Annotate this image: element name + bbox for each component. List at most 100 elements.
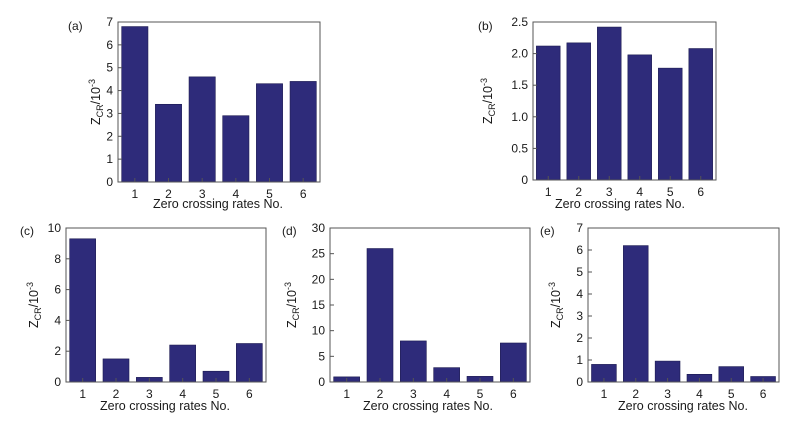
x-tick-label: 2 [165, 187, 172, 201]
y-tick-label: 6 [54, 283, 61, 297]
y-axis-title: ZCR/10-3 [25, 282, 43, 328]
bar [400, 340, 427, 383]
x-tick-label: 5 [667, 185, 674, 199]
y-tick-label: 8 [54, 252, 61, 266]
y-tick-label: 4 [54, 313, 61, 327]
bar [188, 76, 216, 183]
plot-frame [117, 21, 321, 183]
x-tick-label: 2 [632, 387, 639, 401]
x-tick-label: 1 [79, 387, 86, 401]
x-tick-label: 3 [146, 387, 153, 401]
x-tick-label: 3 [606, 185, 613, 199]
panel-label: (a) [68, 19, 83, 33]
x-tick-label: 6 [300, 187, 307, 201]
x-tick-label: 4 [179, 387, 186, 401]
bar [236, 343, 263, 383]
y-tick-label: 30 [312, 221, 326, 235]
x-tick-label: 2 [575, 185, 582, 199]
y-tick-label: 7 [576, 221, 583, 235]
y-tick-label: 20 [312, 272, 326, 286]
y-tick-label: 2.5 [511, 15, 528, 29]
x-axis-title: Zero crossing rates No. [555, 197, 685, 211]
y-tick-label: 5 [106, 61, 113, 75]
x-axis-title: Zero crossing rates No. [618, 399, 748, 413]
panel-label: (c) [20, 224, 34, 238]
panel-label: (e) [540, 224, 555, 238]
y-tick-label: 6 [106, 38, 113, 52]
plot-frame [587, 227, 780, 383]
chart-panel: 0 5 10 15 20 25 30 1 2 3 4 5 6 (d) Zero crossing rates… [282, 221, 531, 413]
y-tick-label: 10 [48, 221, 62, 235]
y-tick-label: 0 [54, 375, 61, 389]
chart-panel: 0 1 2 3 4 5 6 7 1 2 3 4 5 6 (a) Zero crossing rates No.… [68, 15, 321, 211]
x-tick-label: 1 [131, 187, 138, 201]
x-tick-label: 5 [266, 187, 273, 201]
bar [658, 67, 683, 181]
y-tick-label: 3 [576, 309, 583, 323]
y-axis-title: ZCR/10-3 [479, 78, 497, 124]
bar [623, 245, 649, 383]
bar [69, 238, 96, 383]
y-tick-label: 2 [54, 344, 61, 358]
y-tick-label: 0 [521, 173, 528, 187]
y-tick-label: 1.5 [511, 78, 528, 92]
x-axis-title: Zero crossing rates No. [363, 399, 493, 413]
bar [688, 48, 713, 181]
y-tick-label: 1 [106, 152, 113, 166]
x-tick-label: 1 [343, 387, 350, 401]
x-tick-label: 6 [697, 185, 704, 199]
bar [222, 115, 250, 183]
x-tick-label: 4 [443, 387, 450, 401]
bar [597, 26, 622, 181]
bar [536, 45, 561, 181]
y-tick-label: 7 [106, 15, 113, 29]
plot-frame [532, 21, 717, 181]
x-tick-label: 5 [728, 387, 735, 401]
x-tick-label: 6 [246, 387, 253, 401]
bar [500, 342, 527, 383]
x-tick-label: 4 [696, 387, 703, 401]
y-tick-label: 4 [576, 287, 583, 301]
y-tick-label: 3 [106, 106, 113, 120]
y-tick-label: 4 [106, 84, 113, 98]
y-tick-label: 0 [318, 375, 325, 389]
x-tick-label: 1 [545, 185, 552, 199]
x-tick-label: 6 [760, 387, 767, 401]
y-tick-label: 6 [576, 243, 583, 257]
y-tick-label: 15 [312, 298, 326, 312]
x-axis-title: Zero crossing rates No. [153, 197, 283, 211]
y-tick-label: 2 [576, 331, 583, 345]
x-tick-label: 6 [510, 387, 517, 401]
x-tick-label: 5 [477, 387, 484, 401]
y-axis-title: ZCR/10-3 [547, 282, 565, 328]
y-tick-label: 5 [318, 349, 325, 363]
x-tick-label: 1 [601, 387, 608, 401]
y-axis-title: ZCR/10-3 [87, 79, 105, 125]
panel-label: (b) [478, 19, 493, 33]
y-tick-label: 0 [576, 375, 583, 389]
y-tick-label: 2 [106, 129, 113, 143]
x-tick-label: 5 [213, 387, 220, 401]
chart-panel: 0 1 2 3 4 5 6 7 1 2 3 4 5 6 (e) Zero crossing rates No.… [540, 221, 780, 413]
x-tick-label: 3 [199, 187, 206, 201]
x-tick-label: 2 [113, 387, 120, 401]
plot-frame [329, 227, 531, 383]
bar [566, 42, 591, 181]
y-tick-label: 0 [106, 175, 113, 189]
x-axis-title: Zero crossing rates No. [100, 399, 230, 413]
x-tick-label: 2 [377, 387, 384, 401]
y-tick-label: 0.5 [511, 141, 528, 155]
x-tick-label: 3 [664, 387, 671, 401]
y-tick-label: 1.0 [511, 110, 528, 124]
y-tick-label: 2.0 [511, 47, 528, 61]
x-tick-label: 4 [232, 187, 239, 201]
x-tick-label: 3 [410, 387, 417, 401]
bar [155, 103, 182, 183]
panel-label: (d) [282, 224, 297, 238]
bar [627, 54, 652, 181]
bar [366, 248, 394, 383]
bar [121, 26, 149, 183]
plot-frame [65, 227, 267, 383]
